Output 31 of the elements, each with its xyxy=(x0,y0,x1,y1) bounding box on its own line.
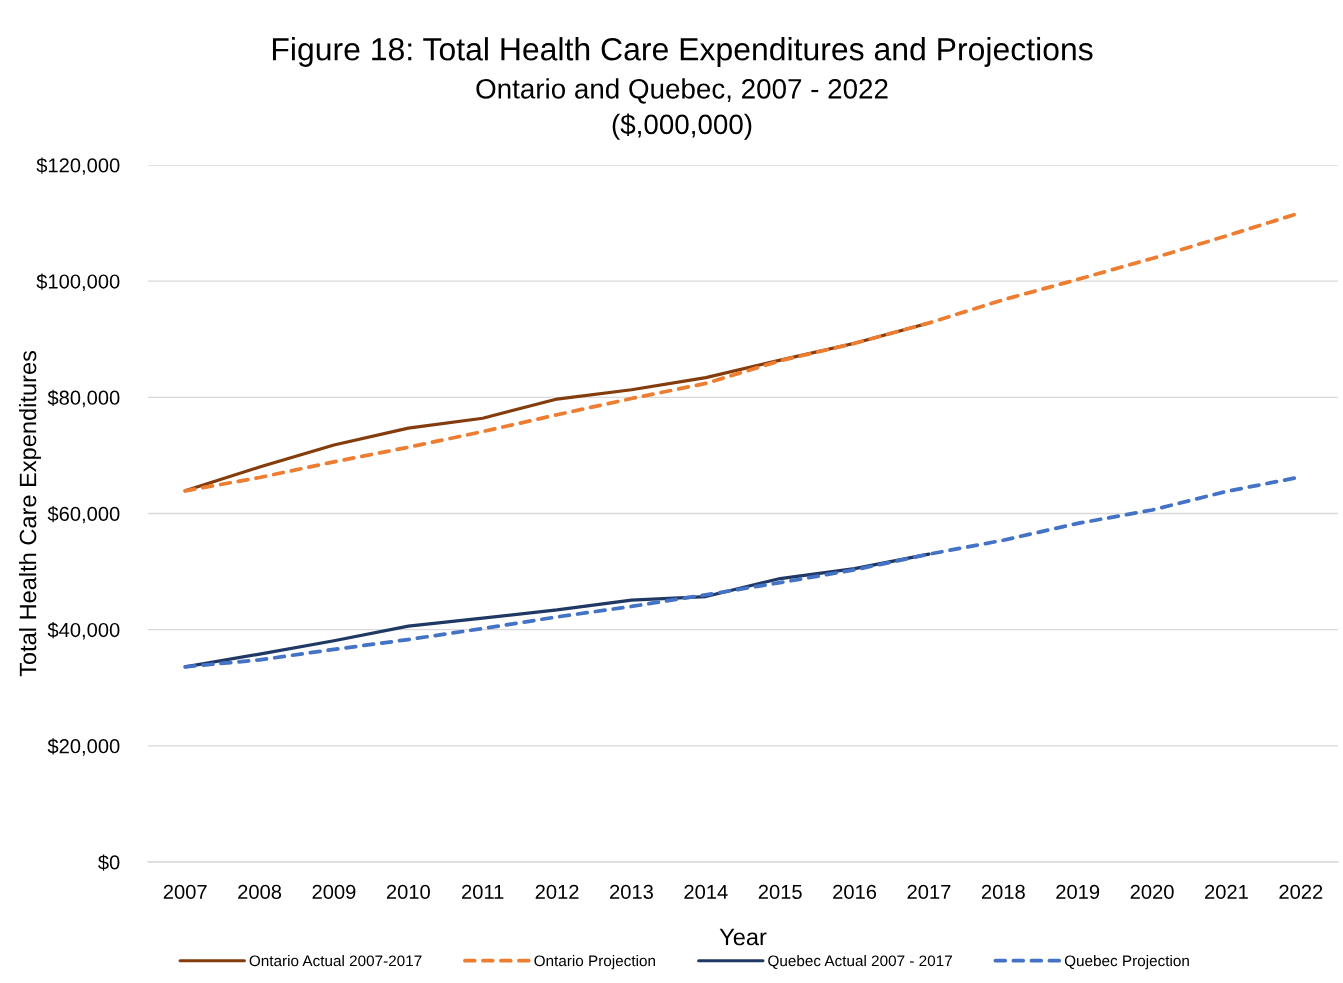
x-tick-label: 2010 xyxy=(386,884,430,900)
y-tick-label: $40,000 xyxy=(47,622,120,640)
x-axis-title: Year xyxy=(719,928,767,946)
chart-title: Figure 18: Total Health Care Expenditures and Projections xyxy=(272,37,1093,67)
y-tick-label: $0 xyxy=(98,854,120,871)
y-tick-label: $100,000 xyxy=(36,273,120,292)
legend-label: Quebec Projection xyxy=(1064,955,1189,970)
legend-label: Ontario Actual 2007-2017 xyxy=(249,955,422,967)
y-tick-label: $60,000 xyxy=(47,505,120,524)
x-tick-label: 2014 xyxy=(684,884,728,900)
x-tick-label: 2015 xyxy=(758,884,802,900)
x-tick-label: 2017 xyxy=(907,884,951,900)
x-tick-label: 2018 xyxy=(981,884,1025,900)
x-tick-label: 2020 xyxy=(1130,884,1174,900)
legend-label: Ontario Projection xyxy=(534,955,655,970)
x-tick-label: 2009 xyxy=(312,884,356,900)
y-tick-label: $120,000 xyxy=(36,157,120,175)
x-tick-label: 2007 xyxy=(163,884,207,900)
x-tick-label: 2016 xyxy=(833,884,877,900)
y-tick-label: $20,000 xyxy=(47,738,120,756)
x-tick-label: 2012 xyxy=(535,884,579,900)
x-tick-label: 2008 xyxy=(238,884,282,900)
x-tick-label: 2013 xyxy=(610,884,653,900)
x-tick-label: 2019 xyxy=(1056,884,1100,900)
y-tick-label: $80,000 xyxy=(47,389,120,408)
y-axis-title: Total Health Care Expenditures xyxy=(19,350,41,677)
x-tick-label: 2021 xyxy=(1205,884,1248,900)
legend-label: Quebec Actual 2007 - 2017 xyxy=(768,955,952,969)
x-tick-label: 2011 xyxy=(462,884,504,900)
chart-subtitle: Ontario and Quebec, 2007 - 2022 ($,000,000) xyxy=(476,78,888,140)
x-tick-label: 2022 xyxy=(1279,884,1323,900)
